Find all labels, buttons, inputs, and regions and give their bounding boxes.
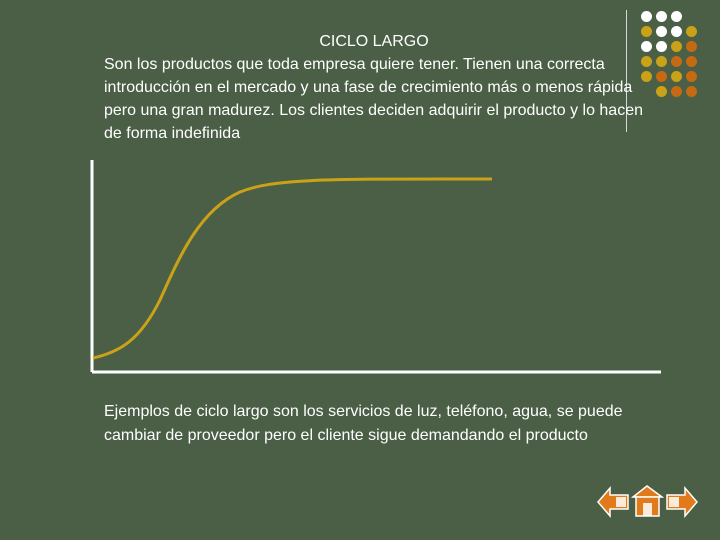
decor-dot (656, 56, 667, 67)
decor-dot (671, 11, 682, 22)
decor-dot (686, 86, 697, 97)
decor-dot (686, 56, 697, 67)
decor-dot (671, 71, 682, 82)
divider-line (626, 10, 627, 132)
decor-dot (671, 26, 682, 37)
slide-title: CICLO LARGO (319, 33, 429, 50)
decor-dot (641, 11, 652, 22)
decor-dot (641, 26, 652, 37)
decor-dot (656, 11, 667, 22)
decor-dot (656, 71, 667, 82)
home-icon[interactable] (631, 484, 664, 520)
arrow-right-icon[interactable] (665, 484, 699, 520)
decor-dot (686, 71, 697, 82)
arrow-left-icon[interactable] (596, 484, 630, 520)
decor-dot (656, 86, 667, 97)
examples-text: Ejemplos de ciclo largo son los servicio… (104, 403, 623, 444)
decor-dot (641, 71, 652, 82)
decor-dot (656, 41, 667, 52)
long-cycle-curve (92, 177, 493, 360)
decor-dot (686, 41, 697, 52)
decor-dot (671, 41, 682, 52)
decor-dot (671, 86, 682, 97)
decor-dot (641, 41, 652, 52)
intro-text: Son los productos que toda empresa quier… (104, 56, 643, 142)
decor-dot (641, 56, 652, 67)
decor-dot (656, 26, 667, 37)
decor-dot (686, 26, 697, 37)
decor-dot (671, 56, 682, 67)
